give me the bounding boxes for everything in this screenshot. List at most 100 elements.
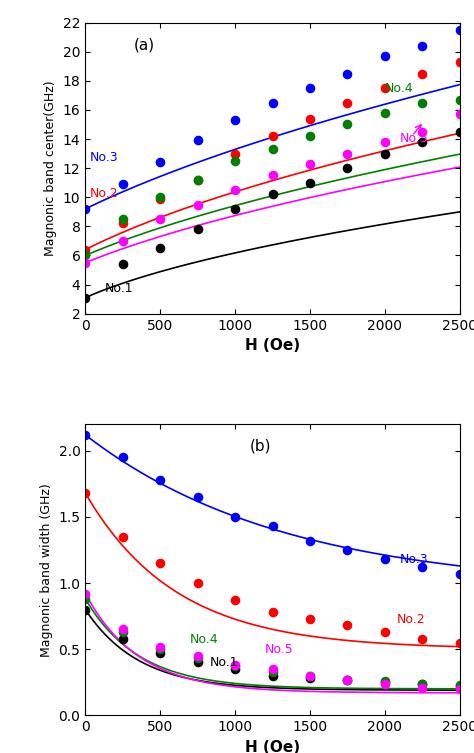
Point	[344, 674, 351, 686]
Point	[456, 683, 464, 695]
Point	[344, 96, 351, 108]
Point	[156, 157, 164, 169]
Point	[269, 96, 276, 108]
Text: No.1: No.1	[105, 282, 133, 295]
Point	[82, 429, 89, 441]
Point	[419, 68, 426, 80]
Point	[119, 218, 127, 230]
Point	[381, 675, 389, 687]
Point	[306, 672, 314, 684]
Point	[306, 669, 314, 681]
Point	[456, 680, 464, 692]
Point	[456, 126, 464, 138]
Point	[306, 535, 314, 547]
Point	[381, 678, 389, 690]
X-axis label: H (Oe): H (Oe)	[245, 338, 300, 353]
Point	[419, 681, 426, 694]
Point	[456, 56, 464, 68]
Point	[194, 135, 201, 147]
Point	[194, 174, 201, 186]
Y-axis label: Magnonic band width (GHz): Magnonic band width (GHz)	[40, 483, 53, 657]
Point	[194, 652, 201, 664]
Y-axis label: Magnonic band center(GHz): Magnonic band center(GHz)	[44, 81, 57, 256]
Point	[344, 620, 351, 632]
Point	[82, 291, 89, 303]
Text: (a): (a)	[134, 37, 155, 52]
Text: No.3: No.3	[400, 553, 428, 566]
Point	[82, 603, 89, 615]
Point	[82, 244, 89, 256]
Point	[194, 223, 201, 235]
Point	[194, 577, 201, 589]
Point	[156, 193, 164, 205]
Point	[156, 213, 164, 225]
Point	[82, 487, 89, 499]
Point	[194, 657, 201, 669]
Point	[306, 130, 314, 142]
Point	[269, 143, 276, 155]
Text: No.5: No.5	[400, 132, 428, 145]
Text: No.4: No.4	[190, 633, 219, 645]
Point	[82, 587, 89, 599]
Point	[194, 491, 201, 503]
Point	[344, 544, 351, 556]
Point	[269, 130, 276, 142]
Point	[419, 136, 426, 148]
Text: No.2: No.2	[90, 187, 118, 200]
Point	[306, 82, 314, 94]
Point	[119, 213, 127, 225]
Point	[381, 107, 389, 119]
Point	[231, 155, 239, 167]
Point	[119, 626, 127, 638]
Point	[381, 553, 389, 566]
Point	[381, 82, 389, 94]
Point	[269, 663, 276, 675]
Point	[269, 169, 276, 181]
Point	[306, 113, 314, 125]
Point	[419, 561, 426, 573]
Point	[269, 606, 276, 618]
Point	[306, 177, 314, 189]
Point	[156, 557, 164, 569]
Point	[119, 235, 127, 247]
Point	[381, 676, 389, 688]
Point	[381, 136, 389, 148]
Text: No.4: No.4	[385, 82, 413, 96]
Point	[231, 594, 239, 606]
Point	[419, 96, 426, 108]
Point	[344, 148, 351, 160]
Point	[419, 678, 426, 690]
Point	[456, 679, 464, 691]
Point	[119, 178, 127, 191]
Point	[344, 118, 351, 130]
Point	[381, 50, 389, 62]
Point	[119, 633, 127, 645]
Text: No.5: No.5	[265, 643, 294, 656]
Point	[82, 249, 89, 261]
Point	[306, 669, 314, 681]
Point	[231, 114, 239, 126]
Point	[194, 650, 201, 662]
Point	[82, 257, 89, 269]
Text: (b): (b)	[250, 439, 272, 454]
Point	[344, 674, 351, 686]
Point	[344, 674, 351, 686]
Point	[231, 659, 239, 671]
Point	[269, 188, 276, 200]
Point	[456, 568, 464, 580]
Point	[381, 626, 389, 638]
Point	[419, 633, 426, 645]
Point	[381, 148, 389, 160]
Point	[231, 660, 239, 672]
Point	[82, 593, 89, 605]
Text: No.3: No.3	[90, 151, 118, 164]
Point	[419, 678, 426, 690]
Point	[194, 174, 201, 186]
X-axis label: H (Oe): H (Oe)	[245, 739, 300, 753]
Point	[456, 108, 464, 120]
Point	[456, 93, 464, 105]
Point	[306, 157, 314, 169]
Point	[269, 666, 276, 678]
Point	[119, 258, 127, 270]
Point	[119, 623, 127, 636]
